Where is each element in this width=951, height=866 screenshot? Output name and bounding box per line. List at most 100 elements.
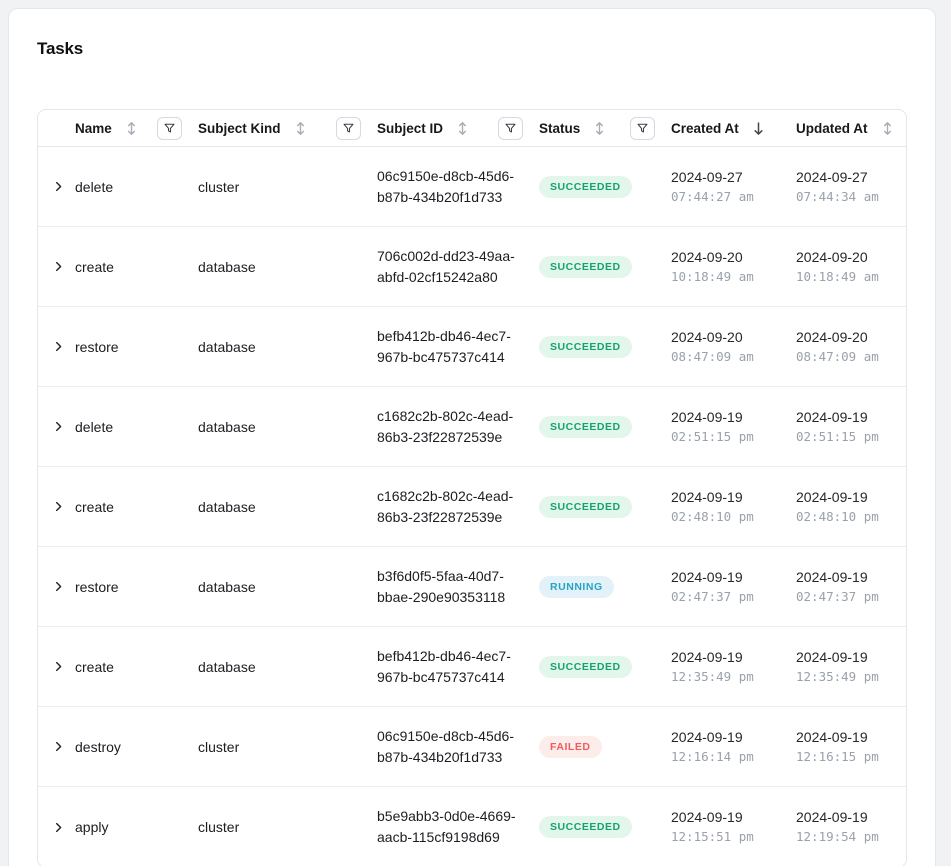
column-header-label: Updated At <box>796 120 868 136</box>
created-at-cell: 2024-09-19 02:51:15 pm <box>671 407 796 447</box>
task-name: delete <box>75 418 114 435</box>
expand-chevron-icon[interactable] <box>52 660 65 673</box>
created-date: 2024-09-27 <box>671 168 743 185</box>
updated-at-cell: 2024-09-19 02:47:37 pm <box>796 567 906 607</box>
table-row: delete database c1682c2b-802c-4ead-86b3-… <box>38 387 906 467</box>
task-name: create <box>75 658 114 675</box>
column-header-status[interactable]: Status <box>539 110 671 146</box>
subject-id: befb412b-db46-4ec7-967b-bc475737c414 <box>377 647 511 685</box>
table-body: delete cluster 06c9150e-d8cb-45d6-b87b-4… <box>38 147 906 866</box>
updated-time: 07:44:34 am <box>796 188 879 204</box>
created-at-cell: 2024-09-19 12:35:49 pm <box>671 647 796 687</box>
sort-updown-icon[interactable] <box>881 121 894 136</box>
updated-time: 02:48:10 pm <box>796 508 879 524</box>
column-header-subject-id[interactable]: Subject ID <box>377 110 539 146</box>
column-header-label: Name <box>75 120 112 136</box>
filter-button[interactable] <box>630 116 655 140</box>
updated-date: 2024-09-19 <box>796 648 868 665</box>
created-at-cell: 2024-09-20 10:18:49 am <box>671 247 796 287</box>
updated-date: 2024-09-20 <box>796 328 868 345</box>
updated-date: 2024-09-27 <box>796 168 868 185</box>
subject-kind: cluster <box>198 178 240 195</box>
created-time: 12:15:51 pm <box>671 829 754 844</box>
row-expand-cell <box>38 500 75 513</box>
table-row: delete cluster 06c9150e-d8cb-45d6-b87b-4… <box>38 147 906 227</box>
column-header-updated-at[interactable]: Updated At <box>796 110 906 146</box>
expand-chevron-icon[interactable] <box>52 740 65 753</box>
tasks-table: Name Subject Kind Subject ID <box>37 109 907 866</box>
updated-date: 2024-09-19 <box>796 488 868 505</box>
subject-kind: cluster <box>198 738 240 755</box>
status-cell: SUCCEEDED <box>539 335 671 358</box>
column-header-label: Created At <box>671 120 739 136</box>
column-header-subject-kind[interactable]: Subject Kind <box>198 110 377 146</box>
table-header-row: Name Subject Kind Subject ID <box>38 110 906 147</box>
expand-chevron-icon[interactable] <box>52 500 65 513</box>
table-row: create database c1682c2b-802c-4ead-86b3-… <box>38 467 906 547</box>
column-header-label: Subject ID <box>377 120 444 136</box>
sort-desc-icon[interactable] <box>752 121 765 136</box>
row-expand-cell <box>38 660 75 673</box>
created-at-cell: 2024-09-19 02:48:10 pm <box>671 487 796 527</box>
status-badge: SUCCEEDED <box>539 816 632 838</box>
expand-chevron-icon[interactable] <box>52 420 65 433</box>
created-date: 2024-09-20 <box>671 328 743 345</box>
row-expand-cell <box>38 180 75 193</box>
column-header-name[interactable]: Name <box>75 110 198 146</box>
updated-date: 2024-09-20 <box>796 248 868 265</box>
row-expand-cell <box>38 260 75 273</box>
created-time: 02:51:15 pm <box>671 428 754 444</box>
subject-id: b3f6d0f5-5faa-40d7-bbae-290e90353118 <box>377 567 506 605</box>
task-name: destroy <box>75 738 121 755</box>
column-header-label: Status <box>539 120 581 136</box>
filter-button[interactable] <box>157 116 182 140</box>
task-name: restore <box>75 338 119 355</box>
funnel-icon <box>636 122 649 135</box>
subject-id: 706c002d-dd23-49aa-abfd-02cf15242a80 <box>377 247 515 285</box>
funnel-icon <box>504 122 517 135</box>
updated-at-cell: 2024-09-19 02:48:10 pm <box>796 487 906 527</box>
updated-at-cell: 2024-09-19 02:51:15 pm <box>796 407 906 447</box>
table-row: restore database befb412b-db46-4ec7-967b… <box>38 307 906 387</box>
task-name: delete <box>75 178 114 195</box>
column-header-label: Subject Kind <box>198 120 281 136</box>
sort-updown-icon[interactable] <box>294 121 307 136</box>
sort-updown-icon[interactable] <box>593 121 606 136</box>
expand-chevron-icon[interactable] <box>52 340 65 353</box>
page-title: Tasks <box>37 39 84 58</box>
status-cell: SUCCEEDED <box>539 255 671 278</box>
filter-button[interactable] <box>498 116 523 140</box>
created-at-cell: 2024-09-27 07:44:27 am <box>671 167 796 207</box>
column-header-created-at[interactable]: Created At <box>671 110 796 146</box>
subject-kind: cluster <box>198 819 240 835</box>
status-badge: RUNNING <box>539 575 614 598</box>
created-at-cell: 2024-09-19 02:47:37 pm <box>671 567 796 607</box>
updated-time: 02:47:37 pm <box>796 588 879 604</box>
status-cell: SUCCEEDED <box>539 816 671 838</box>
sort-updown-icon[interactable] <box>125 121 138 136</box>
filter-button[interactable] <box>336 116 361 140</box>
created-date: 2024-09-19 <box>671 408 743 425</box>
expand-chevron-icon[interactable] <box>52 260 65 273</box>
created-time: 10:18:49 am <box>671 268 754 284</box>
status-badge: FAILED <box>539 735 602 758</box>
updated-time: 08:47:09 am <box>796 348 879 364</box>
expand-chevron-icon[interactable] <box>52 180 65 193</box>
expand-chevron-icon[interactable] <box>52 580 65 593</box>
subject-kind: database <box>198 658 256 675</box>
created-date: 2024-09-19 <box>671 488 743 505</box>
created-time: 08:47:09 am <box>671 348 754 364</box>
subject-kind: database <box>198 418 256 435</box>
updated-at-cell: 2024-09-19 12:19:54 pm <box>796 807 906 847</box>
status-cell: RUNNING <box>539 575 671 598</box>
subject-kind: database <box>198 258 256 275</box>
status-cell: SUCCEEDED <box>539 415 671 438</box>
updated-time: 12:19:54 pm <box>796 829 879 844</box>
expand-chevron-icon[interactable] <box>52 821 65 834</box>
subject-id: 06c9150e-d8cb-45d6-b87b-434b20f1d733 <box>377 167 514 205</box>
row-expand-cell <box>38 340 75 353</box>
subject-id: 06c9150e-d8cb-45d6-b87b-434b20f1d733 <box>377 727 514 765</box>
created-date: 2024-09-19 <box>671 648 743 665</box>
sort-updown-icon[interactable] <box>456 121 469 136</box>
header-chevron-spacer <box>38 110 75 146</box>
